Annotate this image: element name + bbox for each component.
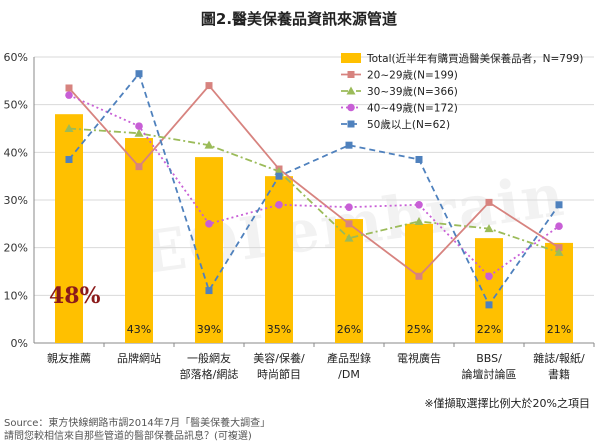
x-tick-label: 美容/保養/ (253, 351, 305, 365)
y-tick-label: 0% (11, 337, 28, 350)
series-point (135, 70, 143, 78)
legend-marker (347, 71, 355, 78)
series-point (345, 203, 353, 211)
x-tick-label: 論壇討論區 (462, 367, 517, 381)
series-point (345, 220, 353, 228)
series-point (205, 82, 213, 90)
series-point (205, 220, 213, 228)
bar-value-label: 25% (407, 323, 431, 336)
series-point (555, 201, 563, 209)
footnote: ※僅擷取選擇比例大於20%之項目 (424, 397, 590, 410)
series-point (415, 155, 423, 163)
series-point (485, 272, 493, 281)
x-tick-label: 產品型錄 (327, 351, 371, 365)
bar (55, 114, 83, 343)
source-line: Source：東方快線網路市調2014年7月「醫美保養大調查」 (4, 418, 271, 429)
series-point (414, 216, 424, 225)
legend-label: 20~29歲(N=199) (367, 69, 458, 82)
series-point (555, 222, 563, 231)
series-point (135, 122, 143, 130)
series-point (344, 233, 354, 242)
bar (405, 223, 433, 343)
bar-value-label: 39% (197, 323, 221, 336)
x-tick-label: 一般網友 (187, 351, 231, 365)
y-tick-label: 10% (4, 289, 28, 302)
bar-value-label-highlight: 48% (49, 283, 101, 309)
legend-label: 30~39歲(N=366) (367, 85, 458, 98)
y-tick-label: 50% (4, 99, 28, 112)
legend-label: 40~49歲(N=172) (367, 102, 458, 115)
series-point (204, 140, 214, 149)
legend-marker (347, 120, 355, 128)
series-point (485, 198, 493, 206)
series-point (205, 287, 213, 295)
series-point (65, 91, 73, 99)
bar (125, 138, 153, 343)
series-point (135, 163, 143, 171)
series-point (275, 200, 283, 209)
bar-value-label: 43% (127, 323, 151, 336)
y-tick-label: 30% (4, 194, 28, 207)
x-tick-label: BBS/ (476, 352, 502, 365)
series-line (68, 127, 560, 254)
series-line (68, 84, 560, 278)
x-tick-label: 品牌網站 (117, 351, 161, 365)
series-point (65, 84, 73, 92)
chart-title: 圖2.醫美保養品資訊來源管道 (200, 10, 398, 28)
legend-swatch (341, 53, 361, 63)
series-line (68, 94, 560, 278)
series-point (64, 124, 74, 132)
x-tick-label: 電視廣告 (397, 351, 441, 365)
series-line (68, 71, 560, 307)
bar-value-label: 22% (477, 323, 501, 336)
series-point (554, 247, 564, 256)
x-tick-label: /DM (338, 368, 360, 381)
bar-value-label: 26% (337, 323, 361, 336)
bar-value-label: 35% (267, 323, 291, 336)
legend-label: 50歲以上(N=62) (367, 118, 450, 131)
series-point (484, 224, 494, 233)
series-point (134, 128, 144, 137)
legend-label: Total(近半年有購買過醫美保養品者，N=799) (366, 52, 583, 65)
legend-marker (346, 86, 356, 95)
series-point (415, 272, 423, 280)
x-tick-label: 時尚節目 (257, 367, 301, 381)
series-point (345, 141, 353, 149)
bar (195, 157, 223, 343)
bar (545, 242, 573, 343)
survey-question: 請問您較相信來自那些管道的醫部保養品訊息？(可複選) (4, 431, 252, 442)
x-tick-label: 雜誌/報紙/ (533, 351, 585, 365)
y-tick-label: 40% (4, 146, 28, 159)
series-point (415, 200, 423, 209)
bar (475, 238, 503, 343)
bar-value-label: 21% (547, 323, 571, 336)
y-tick-label: 60% (4, 51, 28, 64)
y-tick-label: 20% (4, 242, 28, 255)
x-tick-label: 親友推薦 (47, 351, 91, 365)
x-tick-label: 書籍 (548, 367, 570, 381)
series-point (485, 301, 493, 309)
series-point (555, 244, 563, 252)
series-point (275, 172, 283, 180)
series-point (65, 155, 73, 163)
source-note: Source：東方快線網路市調2014年7月「醫美保養大調查」 請問您較相信來自… (4, 417, 270, 443)
legend-marker (347, 103, 355, 112)
x-tick-label: 部落格/網誌 (180, 367, 239, 381)
